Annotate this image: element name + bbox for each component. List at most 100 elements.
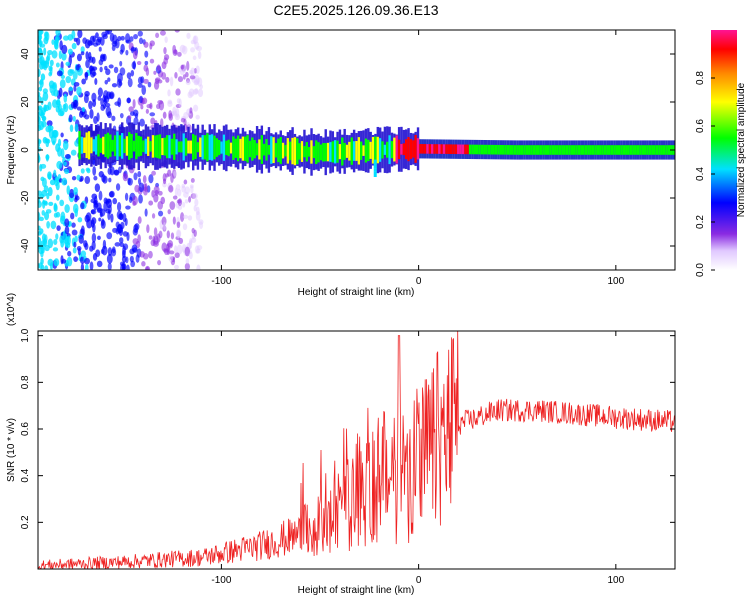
heatmap-cell (137, 216, 142, 224)
heatmap-cell (56, 160, 63, 170)
heatmap-cell (41, 115, 47, 122)
heatmap-cell (57, 110, 64, 117)
heatmap-cell (106, 132, 110, 159)
heatmap-cell (428, 144, 432, 154)
heatmap-cell (352, 141, 356, 161)
heatmap-cell (421, 144, 424, 154)
heatmap-cell (651, 145, 654, 155)
spectrogram-xtick-label: 0 (416, 276, 422, 287)
heatmap-cell (153, 80, 160, 90)
heatmap-cell (490, 144, 493, 155)
heatmap-cell (51, 129, 58, 138)
heatmap-cell (388, 135, 391, 165)
heatmap-cell (49, 179, 56, 186)
heatmap-cell (101, 31, 108, 38)
colorbar-tick-label: 0.2 (695, 215, 706, 229)
heatmap-cell (94, 78, 98, 86)
heatmap-cell (174, 252, 180, 259)
heatmap-cell (265, 139, 268, 161)
heatmap-cell (138, 194, 143, 204)
heatmap-cell (151, 213, 156, 219)
heatmap-cell (194, 135, 197, 159)
heatmap-cell (115, 221, 120, 229)
heatmap-cell (51, 39, 55, 45)
heatmap-cell (494, 144, 498, 155)
heatmap-cell (71, 229, 78, 236)
heatmap-cell (312, 146, 316, 159)
heatmap-cell (99, 138, 103, 153)
heatmap-cell (132, 140, 136, 152)
heatmap-cell (158, 210, 164, 217)
heatmap-cell (480, 144, 484, 155)
heatmap-cell (85, 59, 90, 69)
heatmap-cell (193, 80, 200, 86)
heatmap-cell (173, 171, 177, 177)
snr-series-line (38, 331, 675, 569)
heatmap-cell (129, 111, 135, 116)
heatmap-cell (95, 249, 101, 257)
heatmap-cell (563, 145, 566, 155)
heatmap-cell (97, 95, 102, 101)
heatmap-cell (56, 225, 61, 232)
heatmap-cell (373, 159, 377, 163)
heatmap-cell (127, 115, 132, 120)
snr-xlabel: Height of straight line (km) (298, 585, 415, 596)
heatmap-cell (272, 137, 275, 164)
heatmap-cell (44, 31, 50, 42)
heatmap-cell (98, 217, 102, 222)
heatmap-cell (158, 134, 162, 159)
heatmap-cell (98, 190, 103, 201)
heatmap-cell (137, 170, 142, 178)
heatmap-cell (104, 134, 107, 157)
heatmap-cell (60, 148, 65, 159)
heatmap-cell (148, 235, 153, 240)
heatmap-cell (357, 137, 361, 165)
heatmap-cell (478, 144, 481, 155)
heatmap-cell (64, 218, 70, 228)
heatmap-cell (580, 145, 583, 155)
spectrogram-ytick-label: 20 (20, 96, 31, 108)
heatmap-cell (108, 64, 114, 69)
heatmap-cell (629, 145, 633, 155)
heatmap-cell (40, 97, 44, 106)
heatmap-cell (192, 134, 195, 161)
heatmap-cell (270, 136, 273, 164)
heatmap-cell (96, 112, 100, 122)
heatmap-cell (41, 209, 45, 216)
heatmap-cell (102, 239, 107, 250)
heatmap-cell (145, 67, 150, 77)
heatmap-cell (176, 244, 183, 255)
heatmap-cell (373, 165, 377, 169)
colorbar-gradient (711, 30, 737, 270)
heatmap-cell (329, 142, 332, 162)
heatmap-cell (178, 98, 182, 108)
heatmap-cell (77, 217, 83, 223)
heatmap-cell (180, 212, 185, 222)
heatmap-cell (169, 201, 176, 210)
heatmap-cell (135, 254, 140, 263)
heatmap-cell (78, 130, 81, 160)
heatmap-cell (88, 51, 92, 61)
heatmap-cell (176, 230, 181, 238)
heatmap-cell (74, 235, 78, 243)
heatmap-cell (606, 145, 609, 155)
heatmap-cell (133, 117, 139, 126)
snr-xtick-label: -100 (211, 575, 231, 586)
heatmap-cell (188, 88, 195, 97)
heatmap-cell (218, 139, 221, 156)
heatmap-cell (107, 77, 111, 82)
heatmap-cell (324, 143, 327, 162)
heatmap-cell (193, 104, 199, 112)
heatmap-cell (197, 51, 202, 60)
heatmap-cell (106, 30, 113, 35)
heatmap-cell (75, 64, 80, 71)
heatmap-cell (172, 216, 176, 225)
heatmap-cell (665, 145, 668, 155)
heatmap-cell (128, 196, 133, 203)
heatmap-cell (407, 137, 410, 162)
heatmap-cell (160, 196, 166, 205)
heatmap-cell (397, 139, 401, 160)
heatmap-cell (58, 50, 62, 60)
heatmap-cell (168, 110, 173, 119)
heatmap-cell (93, 175, 98, 181)
